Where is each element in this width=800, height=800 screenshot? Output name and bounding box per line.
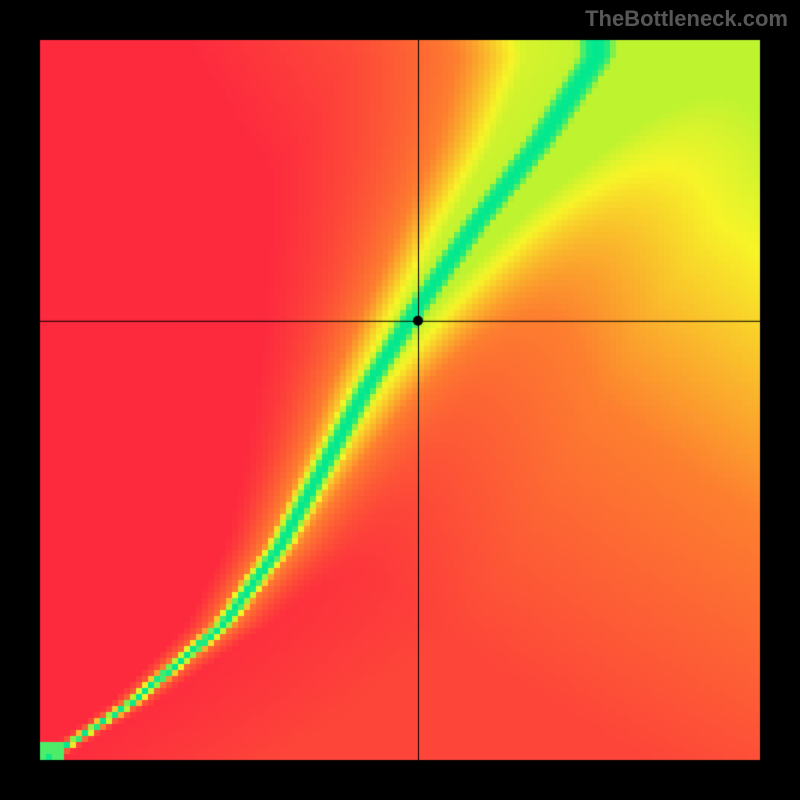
chart-container: TheBottleneck.com [0, 0, 800, 800]
bottleneck-heatmap [0, 0, 800, 800]
watermark-text: TheBottleneck.com [585, 6, 788, 32]
